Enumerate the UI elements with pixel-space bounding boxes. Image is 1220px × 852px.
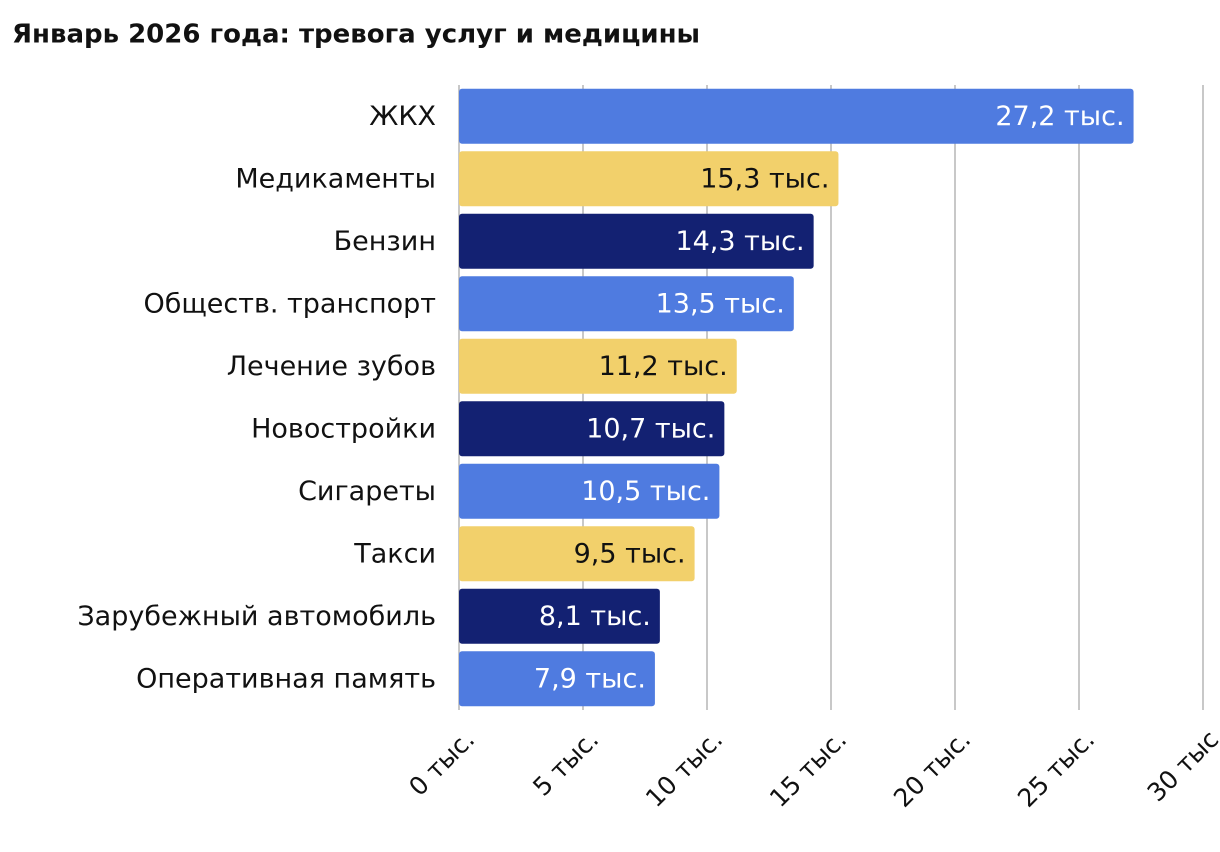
y-tick-label: Зарубежный автомобиль bbox=[77, 601, 436, 632]
bar bbox=[459, 151, 839, 207]
bar bbox=[459, 213, 814, 269]
x-tick-label: 30 тыс bbox=[1142, 725, 1220, 808]
bar bbox=[459, 463, 720, 519]
x-tick-label: 15 тыс. bbox=[764, 725, 852, 813]
value-label: 7,9 тыс. bbox=[534, 663, 646, 694]
bar bbox=[459, 651, 655, 707]
bar bbox=[459, 338, 737, 394]
y-tick-label: Бензин bbox=[334, 226, 436, 257]
value-label: 15,3 тыс. bbox=[700, 163, 829, 194]
y-tick-label: Лечение зубов bbox=[227, 351, 436, 382]
x-tick-label: 0 тыс. bbox=[403, 725, 480, 802]
y-tick-label: Оперативная память bbox=[136, 663, 436, 694]
x-tick-label: 25 тыс. bbox=[1012, 725, 1100, 813]
y-tick-label: Сигареты bbox=[298, 476, 436, 507]
value-label: 10,5 тыс. bbox=[581, 476, 710, 507]
x-tick-label: 20 тыс. bbox=[888, 725, 976, 813]
value-label: 27,2 тыс. bbox=[995, 101, 1124, 132]
value-label: 8,1 тыс. bbox=[539, 601, 651, 632]
bar bbox=[459, 526, 695, 582]
value-label: 14,3 тыс. bbox=[675, 226, 804, 257]
y-tick-label: Такси bbox=[353, 538, 436, 569]
value-label: 9,5 тыс. bbox=[574, 538, 686, 569]
bar bbox=[459, 276, 794, 332]
y-tick-label: Обществ. транспорт bbox=[143, 288, 436, 319]
bar bbox=[459, 588, 660, 644]
y-tick-label: Новостройки bbox=[251, 413, 436, 444]
value-label: 11,2 тыс. bbox=[599, 351, 728, 382]
bar bbox=[459, 88, 1134, 144]
bar bbox=[459, 401, 725, 457]
y-tick-label: ЖКХ bbox=[369, 101, 436, 132]
x-tick-label: 5 тыс. bbox=[527, 725, 604, 802]
value-label: 10,7 тыс. bbox=[586, 413, 715, 444]
y-tick-label: Медикаменты bbox=[235, 163, 436, 194]
value-label: 13,5 тыс. bbox=[656, 288, 785, 319]
chart-title: Январь 2026 года: тревога услуг и медици… bbox=[12, 20, 700, 50]
x-tick-label: 10 тыс. bbox=[640, 725, 728, 813]
